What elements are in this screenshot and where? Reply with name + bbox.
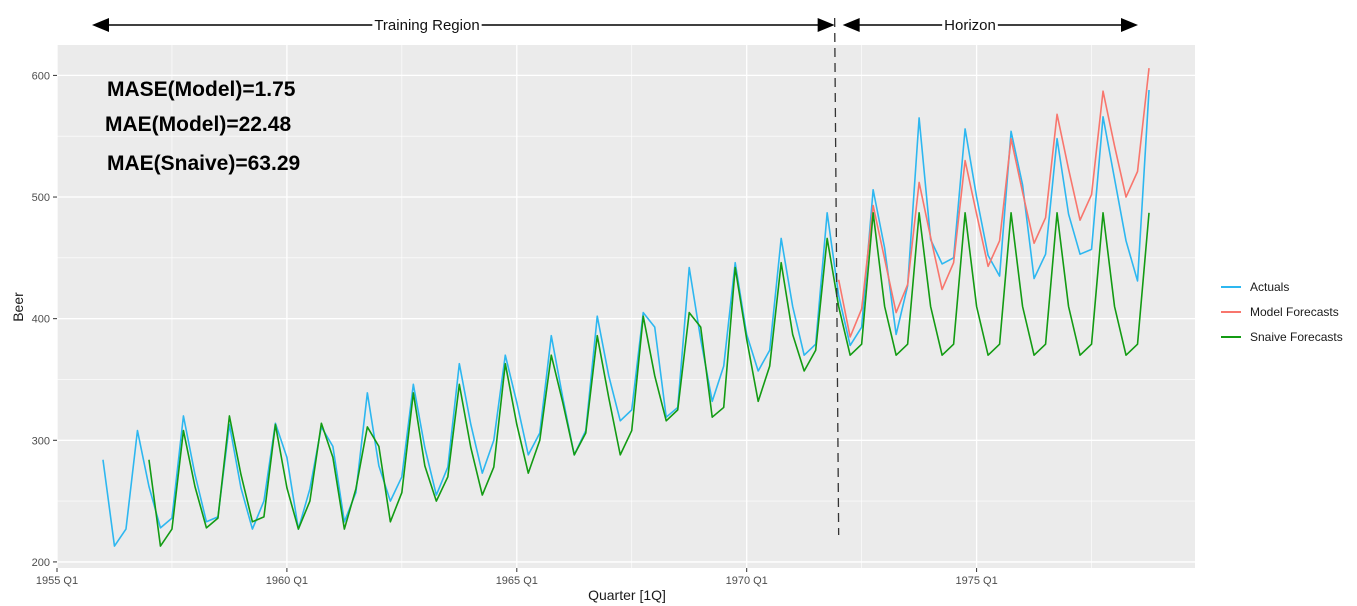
legend-entry-label: Snaive Forecasts bbox=[1250, 330, 1343, 344]
series-layer bbox=[102, 68, 1150, 547]
split-dashed-line bbox=[834, 17, 840, 536]
grid-lines bbox=[56, 45, 1195, 568]
series-line-model-forecasts bbox=[837, 68, 1150, 338]
legend: Actuals Model Forecasts Snaive Forecasts bbox=[1221, 280, 1343, 344]
horizon-label: Horizon bbox=[944, 17, 996, 34]
metric-label: MAE(Snaive)=63.29 bbox=[107, 152, 300, 175]
axes: 1955 Q1 1960 Q1 1965 Q1 1970 Q1 1975 Q1 200 30… bbox=[32, 70, 998, 587]
horizon-arrow-right-head bbox=[1121, 18, 1138, 32]
x-tick-label: 1975 Q1 bbox=[955, 575, 997, 587]
horizon-arrow-left-head bbox=[842, 18, 860, 32]
legend-entry-label: Actuals bbox=[1250, 280, 1289, 294]
x-tick-label: 1965 Q1 bbox=[496, 575, 538, 587]
annotations: Training Region Horizon MASE(Model)=1.75 MA… bbox=[92, 17, 1138, 175]
series-line-snaive-forecasts bbox=[148, 212, 1150, 547]
training-arrow-left-head bbox=[92, 18, 109, 32]
y-tick-label: 600 bbox=[32, 70, 50, 82]
training-region-label: Training Region bbox=[374, 17, 479, 34]
y-tick-label: 200 bbox=[32, 557, 50, 569]
split-layer bbox=[834, 17, 840, 536]
plot-panel bbox=[57, 45, 1195, 568]
metric-label: MAE(Model)=22.48 bbox=[105, 113, 291, 136]
training-arrow-right-head bbox=[817, 18, 835, 32]
metric-label: MASE(Model)=1.75 bbox=[107, 78, 296, 101]
y-axis-title: Beer bbox=[10, 292, 26, 322]
y-tick-label: 400 bbox=[32, 314, 50, 326]
y-tick-label: 300 bbox=[32, 435, 50, 447]
series-line-actuals bbox=[102, 89, 1150, 547]
horizon-label-bg bbox=[942, 17, 998, 34]
x-axis-title: Quarter [1Q] bbox=[588, 587, 666, 603]
legend-entry-label: Model Forecasts bbox=[1250, 305, 1339, 319]
training-region-label-bg bbox=[372, 17, 482, 34]
x-tick-label: 1955 Q1 bbox=[36, 575, 78, 587]
y-tick-label: 500 bbox=[32, 192, 50, 204]
x-tick-label: 1960 Q1 bbox=[266, 575, 308, 587]
x-tick-label: 1970 Q1 bbox=[726, 575, 768, 587]
